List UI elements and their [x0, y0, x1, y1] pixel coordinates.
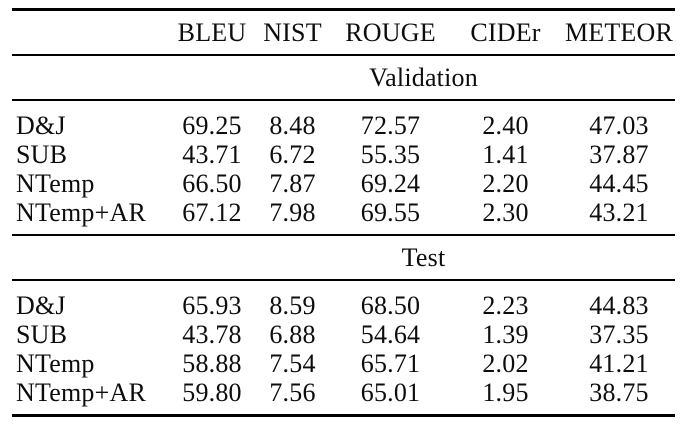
section-title-test: Test [172, 234, 675, 281]
metrics-results-table: BLEU NIST ROUGE CIDEr METEOR Validation … [12, 8, 675, 417]
metric-value-cider: 2.02 [482, 349, 529, 378]
metric-value-meteor: 44.83 [589, 291, 649, 320]
metric-value-bleu: 58.88 [182, 349, 242, 378]
column-header-nist: NIST [252, 9, 333, 56]
metric-value-nist: 7.54 [269, 349, 316, 378]
metric-value-meteor: 37.35 [589, 320, 649, 349]
metrics-header-row: BLEU NIST ROUGE CIDEr METEOR [12, 9, 675, 56]
metric-value-nist: 7.56 [269, 378, 316, 407]
metric-value-rouge: 65.71 [360, 349, 421, 378]
metric-value-cider: 1.39 [482, 320, 529, 349]
column-header-rouge: ROUGE [333, 9, 448, 56]
row-label: NTemp [16, 349, 95, 378]
metric-value-meteor: 44.45 [589, 169, 649, 198]
metric-value-cider: 2.40 [482, 111, 529, 140]
column-header-cider: CIDEr [448, 9, 563, 56]
column-header-bleu: BLEU [172, 9, 252, 56]
metric-value-rouge: 68.50 [360, 291, 421, 320]
metric-value-bleu: 65.93 [182, 291, 242, 320]
metric-value-bleu: 59.80 [182, 378, 242, 407]
metric-value-nist: 8.48 [269, 111, 316, 140]
column-header-meteor: METEOR [563, 9, 675, 56]
section-row-test: Test [12, 234, 675, 281]
metric-value-nist: 8.59 [269, 291, 316, 320]
row-label: SUB [16, 140, 68, 169]
metric-value-meteor: 38.75 [589, 378, 649, 407]
row-label: NTemp+AR [16, 198, 146, 227]
metric-value-cider: 2.30 [482, 198, 529, 227]
metric-value-cider: 2.23 [482, 291, 529, 320]
row-label: D&J [16, 111, 66, 140]
metric-value-meteor: 37.87 [589, 140, 649, 169]
metric-value-cider: 1.41 [482, 140, 529, 169]
table-row-test-ntemp-ar: NTemp+AR 59.80 7.56 65.01 1.95 38.75 [12, 378, 675, 416]
table-row-validation-ntemp: NTemp 66.50 7.87 69.24 2.20 44.45 [12, 169, 675, 198]
row-label: NTemp+AR [16, 378, 146, 407]
row-label-header-cell [12, 9, 172, 56]
metric-value-bleu: 67.12 [182, 198, 242, 227]
metric-value-rouge: 65.01 [360, 378, 421, 407]
table-row-validation-dj: D&J 69.25 8.48 72.57 2.40 47.03 [12, 100, 675, 140]
table-row-test-dj: D&J 65.93 8.59 68.50 2.23 44.83 [12, 280, 675, 320]
metric-value-rouge: 54.64 [360, 320, 421, 349]
section-spacer-cell [12, 234, 172, 281]
metric-value-bleu: 43.71 [182, 140, 242, 169]
section-row-validation: Validation [12, 54, 675, 101]
metric-value-nist: 6.72 [269, 140, 316, 169]
metric-value-rouge: 69.55 [360, 198, 421, 227]
metric-value-nist: 6.88 [269, 320, 316, 349]
section-title-validation: Validation [172, 54, 675, 101]
table-row-validation-sub: SUB 43.71 6.72 55.35 1.41 37.87 [12, 140, 675, 169]
table-row-test-ntemp: NTemp 58.88 7.54 65.71 2.02 41.21 [12, 349, 675, 378]
metric-value-rouge: 72.57 [360, 111, 421, 140]
metric-value-rouge: 55.35 [360, 140, 421, 169]
metric-value-cider: 1.95 [482, 378, 529, 407]
metric-value-meteor: 41.21 [589, 349, 649, 378]
row-label: D&J [16, 291, 66, 320]
metric-value-bleu: 69.25 [182, 111, 242, 140]
row-label: NTemp [16, 169, 95, 198]
row-label: SUB [16, 320, 68, 349]
metric-value-nist: 7.98 [269, 198, 316, 227]
metric-value-cider: 2.20 [482, 169, 529, 198]
metric-value-bleu: 66.50 [182, 169, 242, 198]
metric-value-meteor: 47.03 [589, 111, 649, 140]
metric-value-nist: 7.87 [269, 169, 316, 198]
table-row-test-sub: SUB 43.78 6.88 54.64 1.39 37.35 [12, 320, 675, 349]
table-row-validation-ntemp-ar: NTemp+AR 67.12 7.98 69.55 2.30 43.21 [12, 198, 675, 235]
metric-value-bleu: 43.78 [182, 320, 242, 349]
section-spacer-cell [12, 54, 172, 101]
metric-value-rouge: 69.24 [360, 169, 421, 198]
metric-value-meteor: 43.21 [589, 198, 649, 227]
